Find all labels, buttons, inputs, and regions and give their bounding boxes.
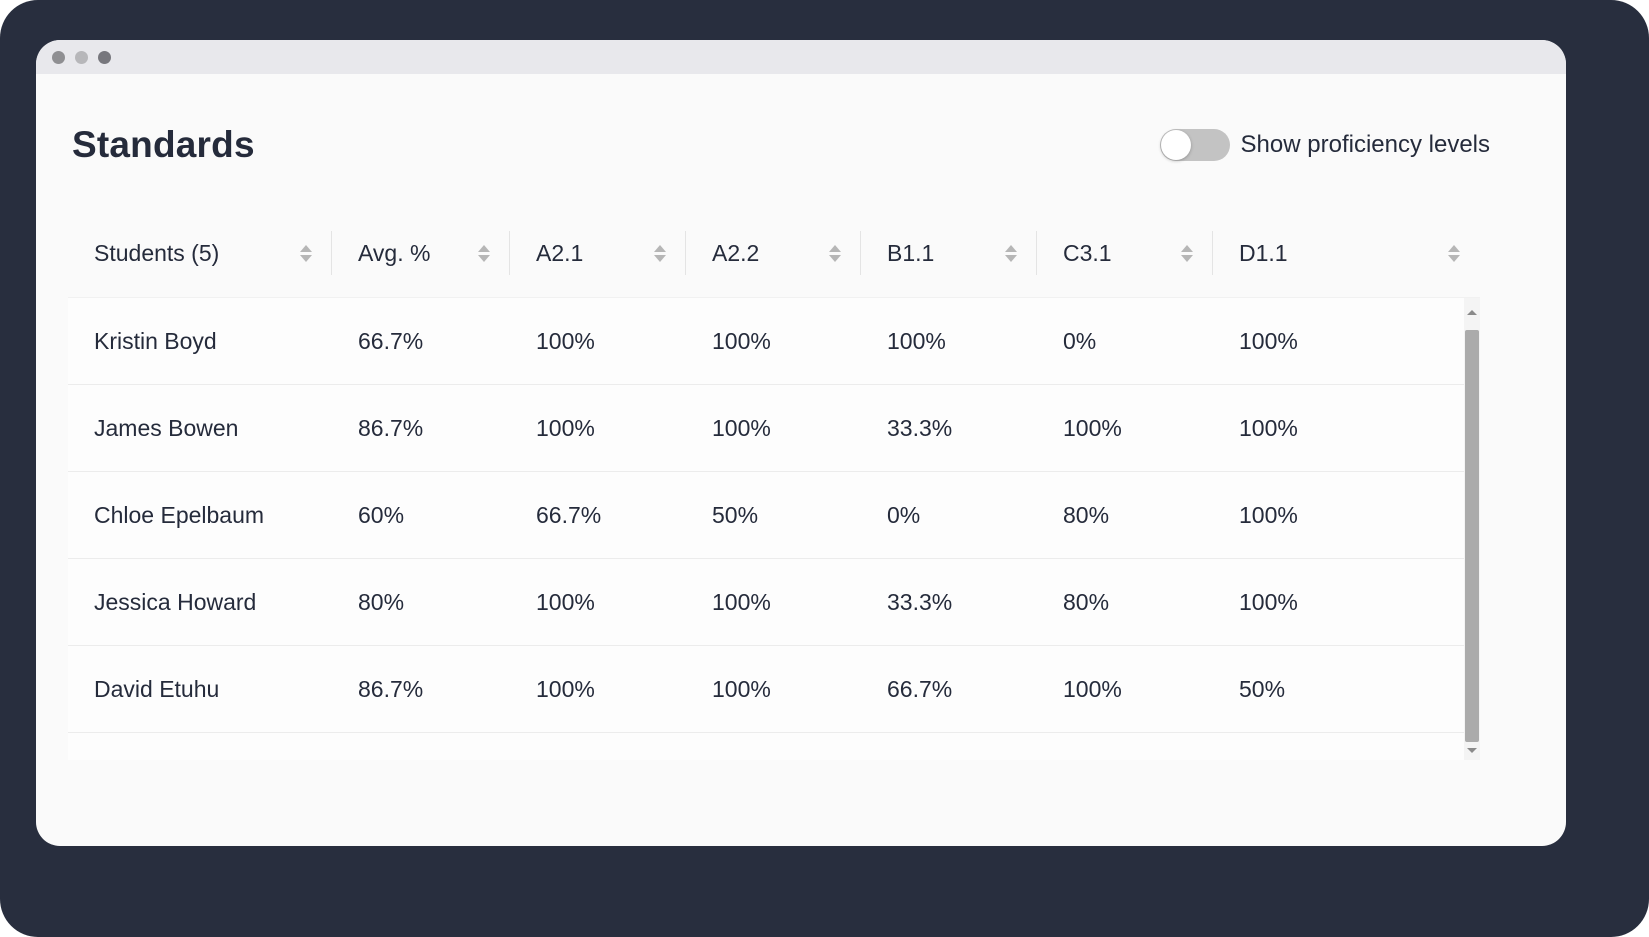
avg-cell: 86.7% [358,414,424,441]
score-cell: 33.3% [887,414,953,441]
table-row[interactable]: Chloe Epelbaum 60% 66.7% 50% 0% 80% 100% [68,472,1480,559]
student-name-cell: Jessica Howard [94,588,257,615]
avg-cell: 66.7% [358,327,424,354]
column-header-b1-1[interactable]: B1.1 [861,230,1037,276]
window-control-dot-3[interactable] [98,50,111,64]
score-cell: 66.7% [887,675,953,702]
column-header-students[interactable]: Students (5) [68,230,332,276]
avg-cell: 60% [358,501,405,528]
sort-icon[interactable] [654,244,666,262]
proficiency-toggle-label: Show proficiency levels [1240,131,1490,158]
score-cell: 100% [712,327,771,354]
window-titlebar [36,40,1566,74]
score-cell: 66.7% [536,501,602,528]
window-control-dot-2[interactable] [75,50,88,64]
score-cell: 50% [1239,675,1286,702]
show-proficiency-toggle[interactable] [1159,129,1230,161]
column-header-label: Avg. % [358,239,431,266]
score-cell: 100% [887,327,946,354]
score-cell: 100% [536,588,595,615]
table-scrollbar[interactable] [1464,298,1480,760]
column-header-avg[interactable]: Avg. % [332,230,510,276]
score-cell: 0% [887,501,921,528]
table-row[interactable]: David Etuhu 86.7% 100% 100% 66.7% 100% 5… [68,646,1480,733]
proficiency-toggle-group: Show proficiency levels [1159,129,1490,161]
score-cell: 100% [1239,327,1298,354]
student-name-cell: David Etuhu [94,675,220,702]
sort-icon[interactable] [478,244,490,262]
column-header-c3-1[interactable]: C3.1 [1037,230,1213,276]
page-title: Standards [72,124,255,165]
table-row[interactable]: Kristin Boyd 66.7% 100% 100% 100% 0% 100… [68,298,1480,385]
column-header-label: D1.1 [1239,239,1288,266]
score-cell: 80% [1063,588,1110,615]
score-cell: 33.3% [887,588,953,615]
page-header: Standards Show proficiency levels [36,122,1566,168]
avg-cell: 80% [358,588,405,615]
column-header-label: Students (5) [94,239,220,266]
score-cell: 100% [1063,675,1122,702]
avg-cell: 86.7% [358,675,424,702]
student-name-cell: Chloe Epelbaum [94,501,265,528]
score-cell: 100% [1239,501,1298,528]
table-row[interactable]: James Bowen 86.7% 100% 100% 33.3% 100% 1… [68,385,1480,472]
scrollbar-down-icon[interactable] [1464,742,1480,758]
score-cell: 50% [712,501,759,528]
table-body: Kristin Boyd 66.7% 100% 100% 100% 0% 100… [68,297,1480,760]
column-header-label: A2.1 [536,239,584,266]
score-cell: 80% [1063,501,1110,528]
sort-icon[interactable] [1005,244,1017,262]
score-cell: 0% [1063,327,1097,354]
column-header-a2-1[interactable]: A2.1 [510,230,686,276]
window-control-dot-1[interactable] [52,50,65,64]
app-window: Standards Show proficiency levels Studen… [36,40,1566,846]
student-name-cell: James Bowen [94,414,239,441]
score-cell: 100% [1063,414,1122,441]
column-header-label: A2.2 [712,239,760,266]
score-cell: 100% [536,675,595,702]
column-header-d1-1[interactable]: D1.1 [1213,230,1480,276]
table-row[interactable]: Jessica Howard 80% 100% 100% 33.3% 80% 1… [68,559,1480,646]
score-cell: 100% [536,327,595,354]
score-cell: 100% [536,414,595,441]
sort-icon[interactable] [1448,244,1460,262]
score-cell: 100% [1239,588,1298,615]
sort-icon[interactable] [1181,244,1193,262]
score-cell: 100% [712,414,771,441]
scrollbar-thumb[interactable] [1465,330,1479,742]
column-header-label: C3.1 [1063,239,1112,266]
sort-icon[interactable] [300,244,312,262]
scrollbar-up-icon[interactable] [1464,304,1480,320]
toggle-knob-icon [1160,130,1191,160]
score-cell: 100% [712,675,771,702]
column-header-label: B1.1 [887,239,935,266]
table-header-row: Students (5) Avg. % A2.1 A2.2 B1.1 [68,230,1480,276]
standards-table: Students (5) Avg. % A2.1 A2.2 B1.1 [68,230,1480,760]
score-cell: 100% [1239,414,1298,441]
column-header-a2-2[interactable]: A2.2 [686,230,861,276]
student-name-cell: Kristin Boyd [94,327,217,354]
score-cell: 100% [712,588,771,615]
sort-icon[interactable] [829,244,841,262]
